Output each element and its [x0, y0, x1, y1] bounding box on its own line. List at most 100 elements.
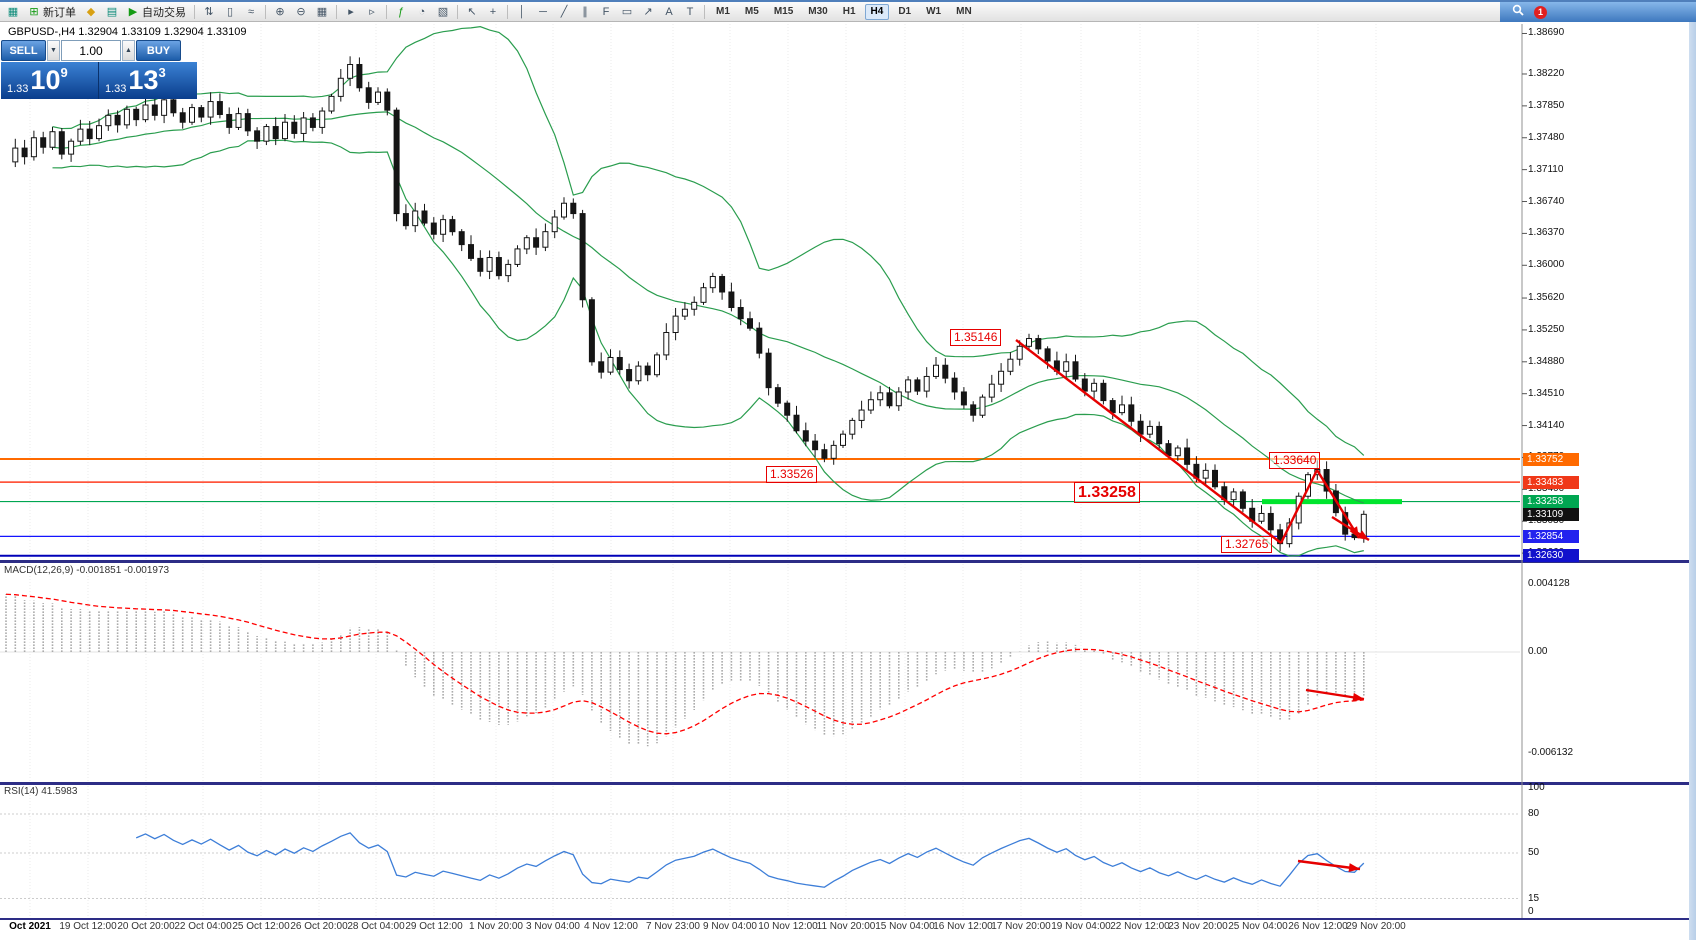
time-axis-label: 19 Nov 04:00 [1051, 921, 1111, 932]
bars-chart-icon[interactable]: ⇅ [199, 3, 219, 20]
price-annotation-1.33640[interactable]: 1.33640 [1269, 452, 1321, 469]
buy-price-prefix: 1.33 [105, 83, 127, 95]
bid-ask-display: 1.33 10 9 1.33 13 3 [1, 62, 199, 99]
time-axis-label: 3 Nov 04:00 [526, 921, 580, 932]
price-annotation-1.33258[interactable]: 1.33258 [1074, 482, 1140, 503]
time-axis-label: 1 Nov 20:00 [469, 921, 523, 932]
macd-axis-label: 0.00 [1528, 646, 1548, 657]
text-label-icon[interactable]: T [680, 3, 700, 20]
line-chart-icon[interactable]: ≈ [241, 3, 261, 20]
trendline-icon[interactable]: ╱ [554, 3, 574, 20]
sell-price-main: 10 [30, 65, 61, 95]
indicators-icon[interactable]: ƒ [391, 3, 411, 20]
new-order-button[interactable]: ⊞ 新订单 [24, 3, 80, 20]
price-axis-label: 1.37110 [1528, 163, 1564, 175]
buy-price-main: 13 [128, 65, 159, 95]
price-axis-label: 1.36000 [1528, 259, 1565, 271]
crosshair-icon[interactable]: + [483, 3, 503, 20]
price-annotation-1.33526[interactable]: 1.33526 [766, 466, 818, 483]
cursor-icon[interactable]: ↖ [462, 3, 482, 20]
time-axis-label: 15 Nov 04:00 [875, 921, 935, 932]
sell-price-display[interactable]: 1.33 10 9 [1, 62, 99, 99]
time-axis-label: 29 Nov 20:00 [1346, 921, 1406, 932]
new-order-glyph: ⊞ [29, 6, 39, 18]
volume-input[interactable] [61, 40, 121, 61]
price-axis-label: 1.38220 [1528, 67, 1565, 79]
macd-axis-label: -0.006132 [1528, 747, 1574, 759]
fibonacci-icon-glyph: F [602, 5, 610, 18]
chevron-down-icon: ▼ [50, 47, 57, 54]
profile-icon[interactable]: ◆ [81, 3, 101, 20]
channel-icon[interactable]: ∥ [575, 3, 595, 20]
text-icon[interactable]: A [659, 3, 679, 20]
volume-step-button[interactable]: ▲ [122, 40, 135, 61]
window-border-right [1689, 22, 1696, 940]
autotrade-button[interactable]: ▶ 自动交易 [123, 3, 190, 20]
price-tag-1.33752: 1.33752 [1523, 452, 1579, 466]
timeframe-m15[interactable]: M15 [768, 4, 799, 20]
timeframe-d1[interactable]: D1 [892, 4, 917, 20]
zoom-in-icon-glyph: ⊕ [275, 6, 285, 18]
timeframe-mn[interactable]: MN [950, 4, 978, 20]
macd-indicator-label: MACD(12,26,9) -0.001851 -0.001973 [4, 565, 170, 576]
price-annotation-1.32765[interactable]: 1.32765 [1221, 536, 1273, 553]
zoom-out-icon-glyph: ⊖ [296, 6, 306, 18]
price-axis-label: 1.36740 [1528, 195, 1565, 207]
trend-arrows[interactable] [1015, 339, 1370, 873]
auto-scroll-icon[interactable]: ▸ [341, 3, 361, 20]
price-tag-1.32630: 1.32630 [1523, 549, 1579, 563]
buy-button[interactable]: BUY [136, 40, 181, 61]
rsi-axis-label: 50 [1528, 847, 1540, 858]
tile-windows-icon[interactable]: ▦ [312, 3, 332, 20]
time-axis-label: 26 Nov 12:00 [1288, 921, 1348, 932]
macd-axis-label: 0.004128 [1528, 577, 1570, 589]
window-border-top [0, 0, 1696, 2]
rsi-indicator-label: RSI(14) 41.5983 [4, 786, 78, 797]
price-axis-label: 1.34510 [1528, 387, 1565, 399]
timeframe-m5[interactable]: M5 [739, 4, 765, 20]
time-axis-label: 4 Nov 12:00 [584, 921, 638, 932]
time-axis-label: 23 Nov 20:00 [1168, 921, 1228, 932]
price-axis-label: 1.34880 [1528, 355, 1565, 367]
timeframe-m30[interactable]: M30 [802, 4, 833, 20]
notification-badge[interactable]: 1 [1534, 5, 1547, 19]
time-axis-label: 28 Oct 04:00 [347, 921, 405, 932]
candles-chart-icon[interactable]: ▯ [220, 3, 240, 20]
new-chart-icon[interactable]: ▦ [3, 3, 23, 20]
templates-icon[interactable]: ▧ [433, 3, 453, 20]
timeframe-w1[interactable]: W1 [920, 4, 947, 20]
chart-shift-icon[interactable]: ▹ [362, 3, 382, 20]
time-axis-label: 7 Nov 23:00 [646, 921, 700, 932]
fibonacci-icon[interactable]: F [596, 3, 616, 20]
vertical-line-icon[interactable]: │ [512, 3, 532, 20]
horizontal-level-lines[interactable] [0, 458, 1520, 557]
periods-icon[interactable]: ◔ [412, 3, 432, 20]
timeframe-h1[interactable]: H1 [837, 4, 862, 20]
horizontal-line-icon[interactable]: ─ [533, 3, 553, 20]
time-axis-label: 25 Oct 12:00 [232, 921, 290, 932]
zoom-in-icon[interactable]: ⊕ [270, 3, 290, 20]
zoom-out-icon[interactable]: ⊖ [291, 3, 311, 20]
time-axis-label: Oct 2021 [9, 921, 51, 932]
candlesticks [12, 56, 1367, 552]
cursor-icon-glyph: ↖ [467, 6, 477, 18]
price-annotation-1.35146[interactable]: 1.35146 [950, 329, 1002, 346]
price-axis-label: 1.36370 [1528, 227, 1565, 239]
time-axis-label: 29 Oct 12:00 [405, 921, 463, 932]
arrows-icon[interactable]: ↗ [638, 3, 658, 20]
toolbar: ▦ ⊞ 新订单 ◆ ▤ ▶ 自动交易 ⇅ ▯ ≈ ⊕ ⊖ ▦ ▸ ▹ ƒ ◔ ▧ ↖ + │ ─ ╱ ∥ F ▭ ↗ A T M1 M5 M1… [0, 2, 1696, 22]
volume-dropdown-button[interactable]: ▼ [47, 40, 60, 61]
macd-plot [0, 593, 1520, 747]
tile-windows-icon-glyph: ▦ [316, 6, 328, 18]
search-icon[interactable] [1512, 3, 1524, 21]
time-axis[interactable]: Oct 2021 19 Oct 12:00 20 Oct 20:00 22 Oct 0… [0, 921, 1696, 938]
one-click-trading-panel: SELL ▼ ▲ BUY 1.33 10 9 1.33 13 3 [1, 40, 199, 99]
sell-button[interactable]: SELL [1, 40, 46, 61]
timeframe-m1[interactable]: M1 [710, 4, 736, 20]
buy-price-display[interactable]: 1.33 13 3 [99, 62, 197, 99]
charts-list-icon[interactable]: ▤ [102, 3, 122, 20]
price-axis-label: 1.33400 [1528, 483, 1565, 495]
shapes-icon[interactable]: ▭ [617, 3, 637, 20]
timeframe-h4[interactable]: H4 [864, 3, 890, 20]
